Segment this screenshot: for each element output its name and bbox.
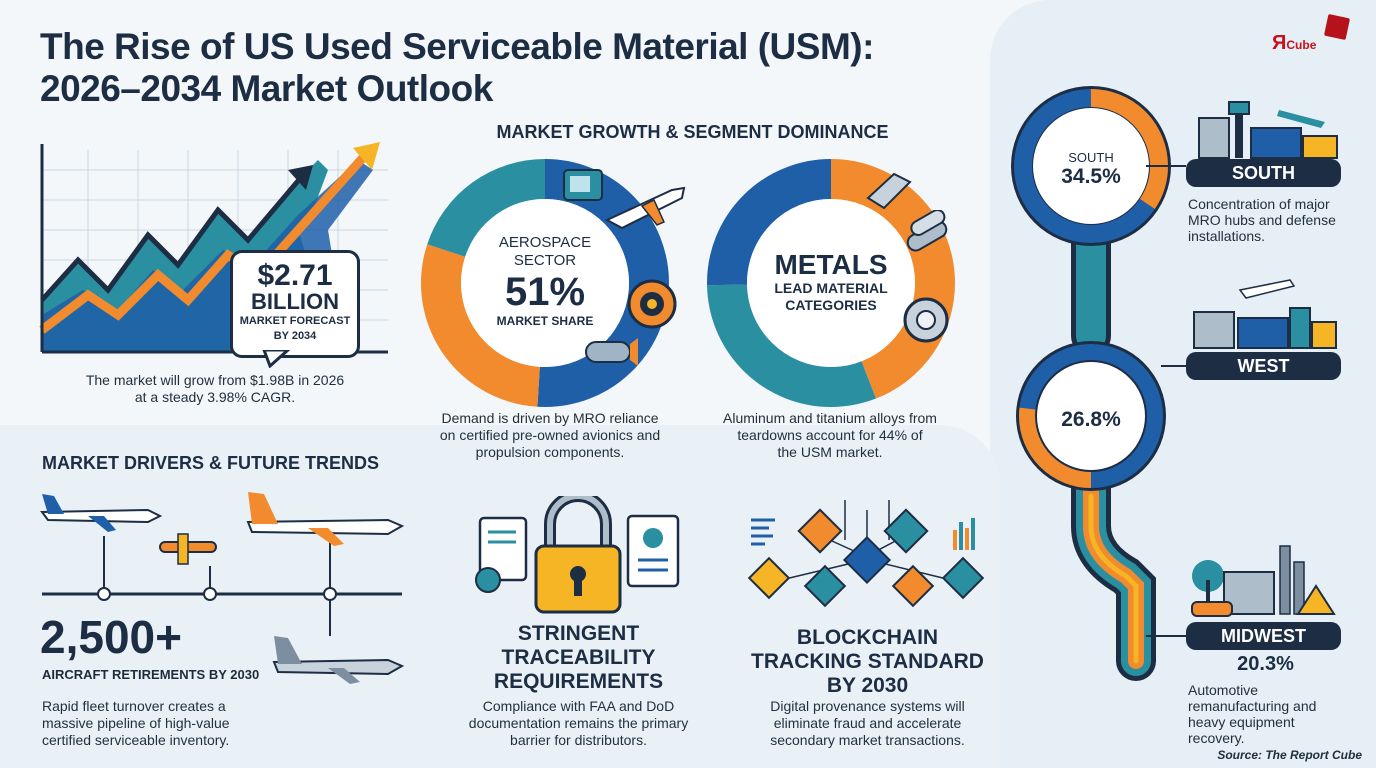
logo-text: Cube bbox=[1286, 38, 1317, 52]
west-city-illustration bbox=[1193, 279, 1337, 349]
midwest-description: Automotive remanufacturing and heavy equ… bbox=[1188, 682, 1317, 746]
avionics-icon bbox=[563, 169, 603, 201]
report-cube-logo: ЯCube bbox=[1268, 13, 1358, 62]
midwest-pill: MIDWEST bbox=[1186, 622, 1341, 650]
metals-description: Aluminum and titanium alloys from teardo… bbox=[723, 410, 937, 460]
forecast-callout: $2.71 BILLION MARKET FORECAST BY 2034 bbox=[230, 250, 360, 358]
south-ring-label: SOUTH 34.5% bbox=[1036, 150, 1146, 189]
traceability-illustration bbox=[475, 496, 680, 614]
callout-pointer bbox=[262, 350, 291, 368]
west-share: 26.8% bbox=[1061, 408, 1121, 431]
padlock-icon bbox=[534, 496, 622, 614]
fleet-timeline-illustration bbox=[40, 492, 405, 684]
traceability-title: STRINGENT TRACEABILITY REQUIREMENTS bbox=[493, 622, 664, 693]
block-icon bbox=[803, 564, 847, 608]
retirements-caption: AIRCRAFT RETIREMENTS BY 2030 bbox=[42, 667, 260, 682]
metal-rods-icon bbox=[906, 210, 948, 252]
midwest-share: 20.3% bbox=[1237, 653, 1294, 675]
block-icon bbox=[891, 564, 935, 608]
turbine-icon bbox=[627, 279, 677, 329]
airplane-icon bbox=[40, 494, 163, 532]
biplane-icon bbox=[159, 533, 217, 565]
block-icon bbox=[941, 556, 985, 600]
logo-mark: Я bbox=[1272, 32, 1287, 54]
bar-chart-icon bbox=[953, 518, 975, 550]
code-lines-icon bbox=[751, 518, 775, 546]
metals-title: METALS bbox=[774, 249, 888, 280]
regional-roadmap bbox=[1011, 86, 1186, 681]
certificate-icon bbox=[475, 516, 528, 593]
page-title: The Rise of US Used Serviceable Material… bbox=[40, 26, 940, 110]
south-share: 34.5% bbox=[1061, 165, 1121, 188]
south-pill: SOUTH bbox=[1186, 159, 1341, 187]
midwest-industry-illustration bbox=[1191, 545, 1336, 617]
title-line-2: 2026–2034 Market Outlook bbox=[40, 68, 493, 109]
west-pill: WEST bbox=[1186, 352, 1341, 380]
block-icon bbox=[842, 535, 892, 585]
block-icon bbox=[797, 508, 843, 554]
checklist-icon bbox=[626, 514, 680, 588]
segment-heading: MARKET GROWTH & SEGMENT DOMINANCE bbox=[496, 122, 889, 142]
title-line-1: The Rise of US Used Serviceable Material… bbox=[40, 26, 874, 67]
source-credit: Source: The Report Cube bbox=[1217, 748, 1362, 762]
forecast-caption-1: MARKET FORECAST bbox=[239, 315, 351, 327]
south-city-illustration bbox=[1198, 101, 1338, 159]
traceability-description: Compliance with FAA and DoD documentatio… bbox=[468, 698, 689, 748]
block-icon bbox=[747, 556, 791, 600]
metal-ingot-icon bbox=[866, 172, 912, 210]
airplane-icon bbox=[272, 636, 405, 684]
forecast-value: $2.71 bbox=[257, 259, 333, 292]
retirements-value: 2,500+ bbox=[40, 611, 182, 663]
aerospace-share: 51% bbox=[504, 270, 586, 314]
aerospace-label: AEROSPACE SECTOR 51% MARKET SHARE bbox=[470, 234, 620, 328]
engine-icon bbox=[585, 338, 638, 366]
south-description: Concentration of major MRO hubs and defe… bbox=[1188, 196, 1336, 244]
airplane-icon bbox=[604, 186, 686, 230]
drivers-heading: MARKET DRIVERS & FUTURE TRENDS bbox=[42, 453, 380, 473]
retirements-description: Rapid fleet turnover creates a massive p… bbox=[42, 698, 230, 748]
blockchain-description: Digital provenance systems will eliminat… bbox=[770, 698, 965, 748]
metals-label: METALS LEAD MATERIAL CATEGORIES bbox=[756, 250, 906, 314]
blockchain-illustration bbox=[747, 500, 985, 608]
block-icon bbox=[883, 508, 929, 554]
forecast-description: The market will grow from $1.98B in 2026… bbox=[85, 372, 345, 405]
airplane-icon bbox=[246, 492, 405, 546]
forecast-caption-2: BY 2034 bbox=[273, 330, 317, 342]
cube-icon bbox=[1323, 13, 1351, 41]
metal-disc-icon bbox=[903, 297, 949, 343]
aerospace-description: Demand is driven by MRO reliance on cert… bbox=[439, 410, 661, 460]
blockchain-title: BLOCKCHAIN TRACKING STANDARD BY 2030 bbox=[751, 626, 984, 697]
forecast-unit: BILLION bbox=[251, 289, 339, 314]
metals-donut bbox=[707, 159, 955, 407]
